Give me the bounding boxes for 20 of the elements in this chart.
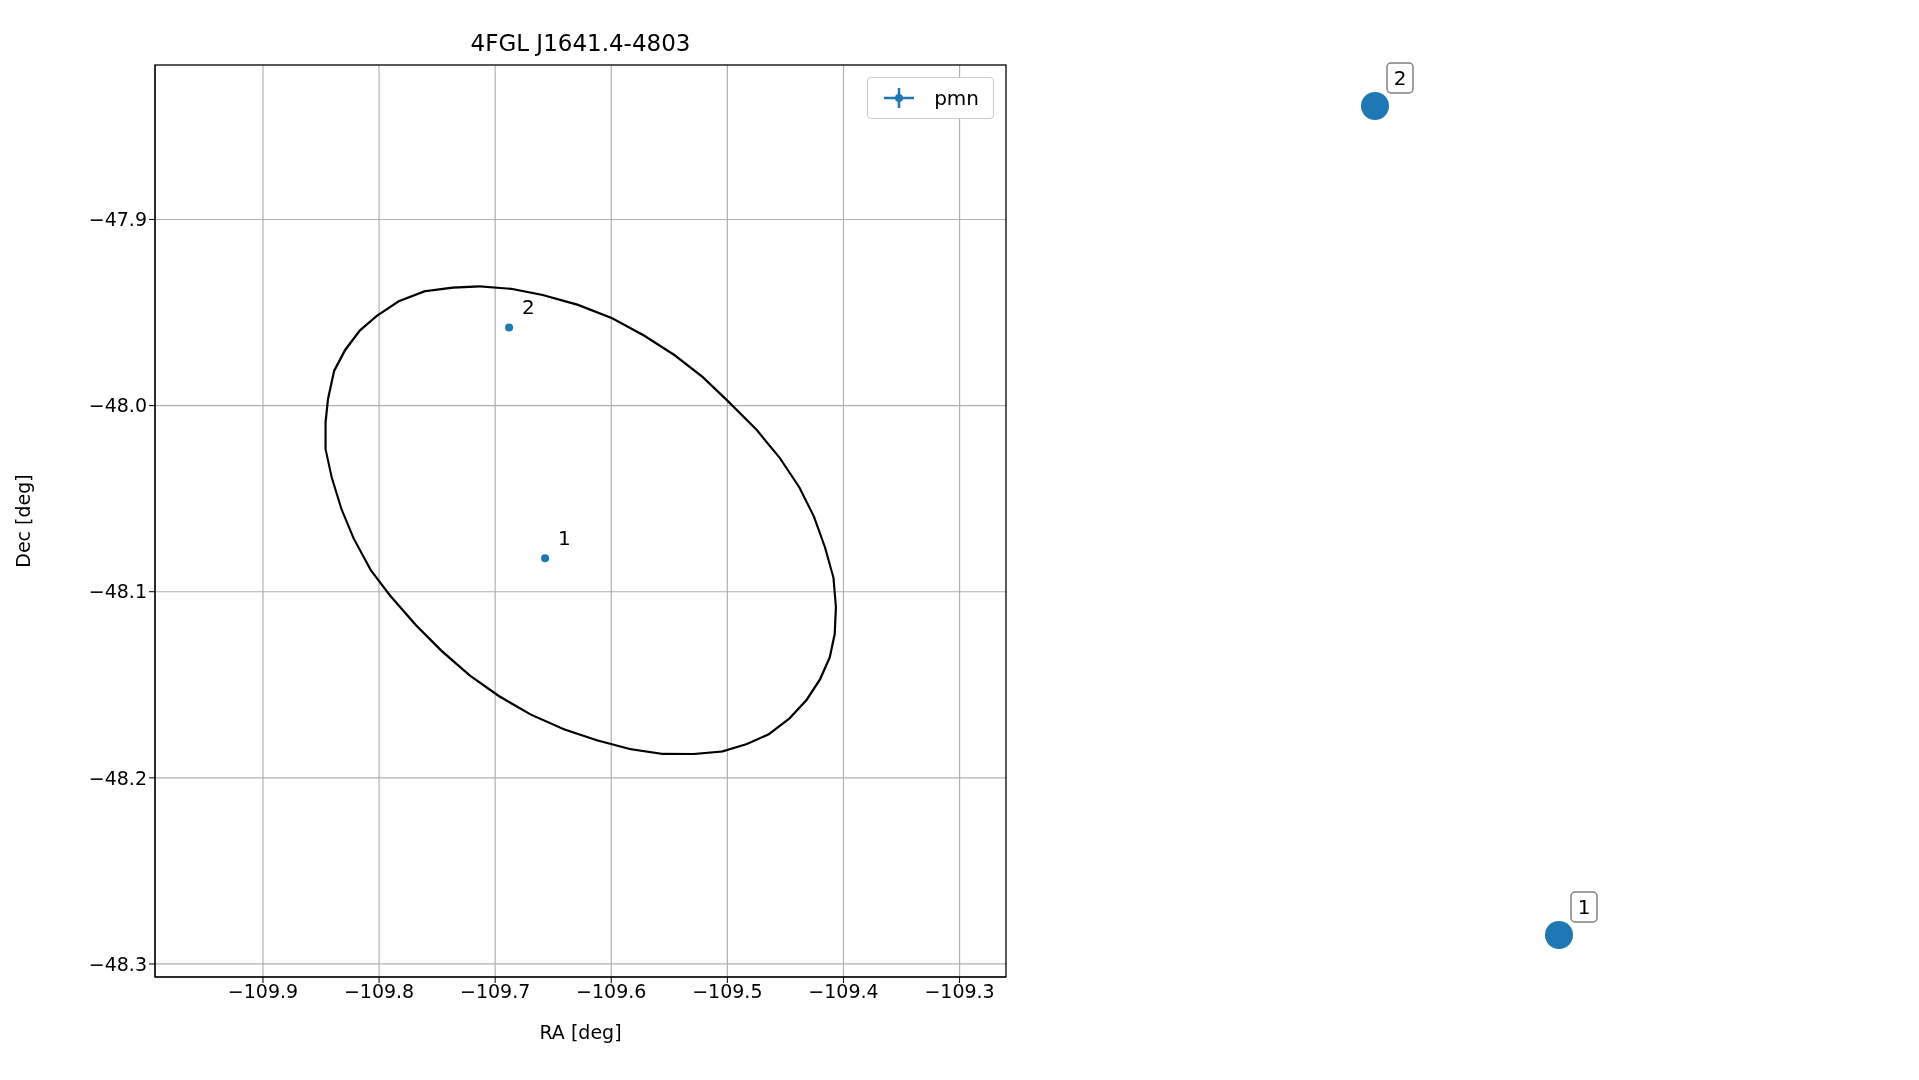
chart-title: 4FGL J1641.4-4803 <box>469 30 692 56</box>
x-tick-label: −109.6 <box>576 980 647 1003</box>
text: 2 <box>1393 66 1407 90</box>
x-tick-label: −109.7 <box>460 980 531 1003</box>
y-tick-label: −47.9 <box>88 208 147 231</box>
y-tick-label: −48.1 <box>88 580 147 603</box>
y-tick-label: −48.0 <box>88 394 147 417</box>
legend-label: pmn <box>934 86 979 110</box>
x-tick-label: −109.5 <box>692 980 763 1003</box>
x-axis-title: RA [deg] <box>539 1021 622 1043</box>
y-axis-title: Dec [deg] <box>11 474 34 568</box>
annotation: 1 <box>558 526 571 551</box>
text: 1 <box>1577 895 1591 919</box>
y-tick-label: −48.3 <box>88 952 147 975</box>
x-tick-label: −109.8 <box>343 980 415 1003</box>
y-tick-label: −48.2 <box>88 766 147 789</box>
annotation: 2 <box>522 295 535 320</box>
x-tick-label: −109.3 <box>924 980 995 1003</box>
x-tick-label: −109.4 <box>808 980 879 1003</box>
x-tick-label: −109.9 <box>227 980 299 1003</box>
